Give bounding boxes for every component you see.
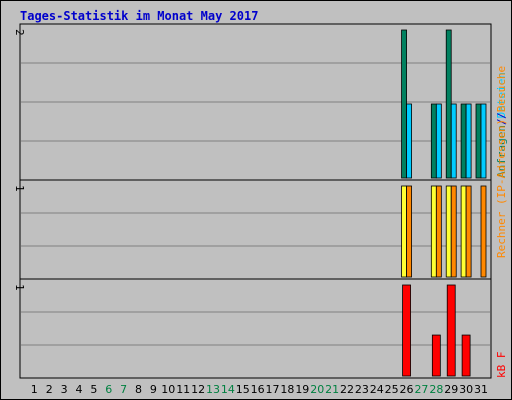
x-tick-label-25: 25: [385, 383, 399, 396]
x-tick-label-22: 22: [340, 383, 354, 396]
legend-label-group: kB F: [495, 352, 508, 379]
x-tick-label-20: 20: [310, 383, 324, 396]
x-tick-label-18: 18: [280, 383, 294, 396]
bar-hits-day-28: [430, 103, 437, 179]
x-tick-label-6: 6: [105, 383, 112, 396]
bar-kbytes-day-30: [461, 334, 471, 377]
y-max-label: 2: [13, 29, 26, 36]
x-tick-label-15: 15: [236, 383, 250, 396]
legend-label: kB F: [495, 352, 508, 379]
bar-files-day-29: [450, 103, 457, 179]
panel-visitors: 1: [13, 179, 492, 280]
x-tick-label-14: 14: [221, 383, 235, 396]
bar-visits-day-31: [480, 185, 487, 278]
x-tick-label-28: 28: [429, 383, 443, 396]
x-axis-labels: 1 2 3 4 5 6 7 8 9 10 11 12 13 14 15 16 17 18 19 20 21 22 23 24 2…: [31, 383, 488, 396]
series-hits: [401, 29, 482, 179]
series-visits: [406, 185, 487, 278]
x-tick-label-16: 16: [251, 383, 265, 396]
x-tick-label-26: 26: [400, 383, 414, 396]
x-tick-label-29: 29: [444, 383, 458, 396]
x-tick-label-5: 5: [90, 383, 97, 396]
x-tick-label-4: 4: [75, 383, 82, 396]
bar-visits-day-28: [435, 185, 442, 278]
legend-label: /: [495, 118, 508, 125]
panel-frame: [19, 278, 492, 379]
x-tick-label-30: 30: [459, 383, 473, 396]
bar-sites-day-29: [445, 185, 452, 278]
x-tick-label-11: 11: [176, 383, 190, 396]
bar-visits-day-26: [406, 185, 412, 278]
legend-label: Besuche: [495, 66, 508, 112]
bar-sites-day-30: [460, 185, 467, 278]
bar-hits-day-26: [401, 29, 407, 179]
bar-visits-day-30: [465, 185, 472, 278]
x-tick-label-17: 17: [266, 383, 280, 396]
bar-kbytes-day-29: [446, 284, 456, 377]
chart-title: Tages-Statistik im Monat May 2017: [20, 9, 258, 23]
x-tick-label-23: 23: [355, 383, 369, 396]
x-tick-label-9: 9: [150, 383, 157, 396]
x-tick-label-13: 13: [206, 383, 220, 396]
x-tick-label-12: 12: [191, 383, 205, 396]
bar-visits-day-29: [450, 185, 457, 278]
bar-hits-day-29: [445, 29, 452, 179]
x-tick-label-19: 19: [295, 383, 309, 396]
x-tick-label-8: 8: [135, 383, 142, 396]
bar-kbytes-day-28: [431, 334, 441, 377]
bar-kbytes-day-26: [402, 284, 411, 377]
y-max-label: 1: [13, 284, 26, 291]
series-kbytes: [402, 284, 471, 377]
bar-files-day-31: [480, 103, 487, 179]
bar-files-day-28: [435, 103, 442, 179]
bar-hits-day-30: [460, 103, 467, 179]
bar-files-day-30: [465, 103, 472, 179]
legend-label: /: [495, 112, 508, 119]
x-tick-label-3: 3: [61, 383, 68, 396]
legend-label-group: Anfragen/Dateien: [495, 72, 508, 178]
bar-files-day-26: [406, 103, 412, 179]
bar-sites-day-28: [430, 185, 437, 278]
legend-label: Anfragen: [495, 125, 508, 178]
x-tick-label-7: 7: [120, 383, 127, 396]
x-tick-label-10: 10: [161, 383, 175, 396]
x-tick-label-2: 2: [46, 383, 53, 396]
x-tick-label-21: 21: [325, 383, 339, 396]
legend-label-group: Rechner (IP-Adressen)/Besuche: [495, 66, 508, 258]
chart-panels: 2 1 1: [13, 23, 492, 379]
x-tick-label-27: 27: [414, 383, 428, 396]
y-max-label: 1: [13, 185, 26, 192]
bar-hits-day-31: [475, 103, 482, 179]
legend-label: Rechner (IP-Adressen): [495, 119, 508, 258]
series-files: [406, 103, 487, 179]
x-tick-label-24: 24: [370, 383, 384, 396]
legend-label: Dateien: [495, 72, 508, 118]
bar-sites-day-26: [401, 185, 407, 278]
panel-traffic: 1: [13, 278, 492, 379]
x-tick-label-1: 1: [31, 383, 38, 396]
x-tick-label-31: 31: [474, 383, 488, 396]
